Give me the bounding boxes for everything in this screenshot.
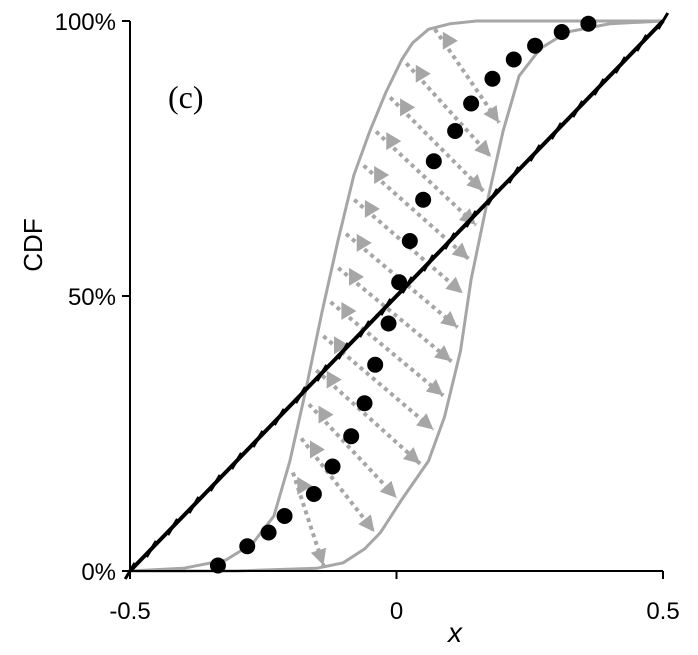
data-point-dot: [391, 274, 408, 291]
data-point-dot: [425, 153, 442, 170]
x-tick-label: 0.5: [646, 598, 679, 625]
arrow-start-marker: [318, 405, 334, 424]
arrow-start-marker: [442, 31, 458, 50]
linear-x-marker: [209, 474, 222, 492]
linear-x-marker: [230, 452, 243, 470]
y-tick-label: 50%: [68, 284, 116, 311]
linear-x-marker: [251, 430, 265, 448]
data-point-dot: [305, 486, 322, 502]
x-tick-label: 0: [390, 598, 403, 625]
linear-x-marker: [443, 232, 456, 250]
data-point-dot: [401, 233, 418, 249]
arrow-head: [440, 310, 458, 328]
linear-x-marker: [507, 166, 520, 184]
linear-x-marker: [656, 12, 670, 30]
linear-x-marker: [422, 254, 435, 272]
arrow-start-marker: [334, 336, 350, 355]
linear-x-marker: [337, 342, 350, 360]
x-axis-title: x: [446, 617, 463, 648]
panel-label: (c): [168, 79, 204, 115]
data-point-dot: [356, 395, 373, 412]
linear-x-marker: [358, 320, 371, 338]
arrow-shaft: [388, 96, 485, 193]
arrow-start-marker: [341, 301, 357, 320]
data-point-dot: [527, 37, 544, 54]
arrow-start-marker: [364, 199, 380, 218]
arrow-head: [425, 379, 444, 396]
linear-x-marker: [187, 496, 201, 514]
arrow-start-marker: [386, 132, 402, 151]
linear-x-marker: [486, 188, 499, 206]
arrow-shaft: [307, 402, 399, 500]
arrow-head: [434, 345, 452, 362]
arrow-head: [358, 514, 375, 532]
arrow-start-marker: [374, 165, 390, 184]
arrow-head: [402, 447, 421, 464]
arrow-head: [379, 480, 397, 498]
data-point-dot: [484, 70, 501, 87]
arrow-head: [483, 105, 500, 123]
linear-x-marker: [592, 78, 606, 96]
data-point-dot: [367, 356, 384, 373]
linear-x-marker: [465, 210, 478, 228]
linear-x-marker: [614, 56, 627, 74]
linear-x-marker: [273, 408, 286, 426]
data-point-dot: [580, 15, 597, 32]
arrow-head: [474, 139, 491, 157]
x-tick-label: -0.5: [109, 598, 150, 625]
data-point-dot: [324, 458, 341, 475]
envelope-right-curve: [130, 19, 664, 573]
arrow-start-marker: [349, 267, 365, 286]
linear-x-marker: [379, 298, 392, 316]
data-point-dot: [553, 24, 570, 40]
data-point-dot: [239, 538, 256, 555]
linear-x-marker: [635, 34, 648, 52]
data-point-dot: [463, 95, 480, 112]
arrow-start-marker: [326, 370, 342, 389]
arrow-start-marker: [400, 98, 416, 117]
arrow-shaft: [329, 300, 445, 398]
data-point-dot: [260, 524, 277, 541]
series-layer: [123, 12, 670, 580]
y-axis-title: CDF: [18, 218, 48, 271]
linear-x-marker: [528, 144, 542, 162]
arrow-head: [466, 173, 484, 191]
y-tick-label: 0%: [81, 559, 116, 586]
data-point-dot: [447, 123, 464, 139]
arrow-shaft: [404, 62, 493, 159]
arrow-shaft: [374, 130, 478, 227]
arrow-head: [310, 547, 327, 566]
ticks: 0% 50% 100% -0.5 0 0.5: [55, 9, 680, 625]
data-point-dot: [505, 51, 522, 68]
arrow-shaft: [336, 266, 453, 363]
arrow-start-marker: [415, 64, 431, 83]
linear-x-marker: [550, 122, 563, 140]
linear-x-marker: [315, 364, 328, 382]
arrow-start-marker: [356, 233, 372, 252]
linear-x-marker: [166, 518, 179, 536]
linear-x-marker: [401, 276, 414, 294]
linear-x-marker: [571, 100, 584, 118]
y-tick-label: 100%: [55, 9, 116, 36]
linear-x-marker: [294, 386, 307, 404]
data-point-dot: [276, 508, 293, 524]
data-point-dot: [415, 191, 432, 208]
data-point-dot: [209, 557, 226, 574]
arrow-head: [451, 242, 469, 260]
arrow-head: [416, 413, 434, 430]
arrow-start-marker: [309, 440, 325, 459]
linear-x-marker: [145, 540, 158, 558]
arrow-start-marker: [297, 476, 313, 495]
arrow-head: [445, 276, 463, 294]
data-point-dot: [380, 315, 397, 332]
data-point-dot: [343, 428, 360, 445]
